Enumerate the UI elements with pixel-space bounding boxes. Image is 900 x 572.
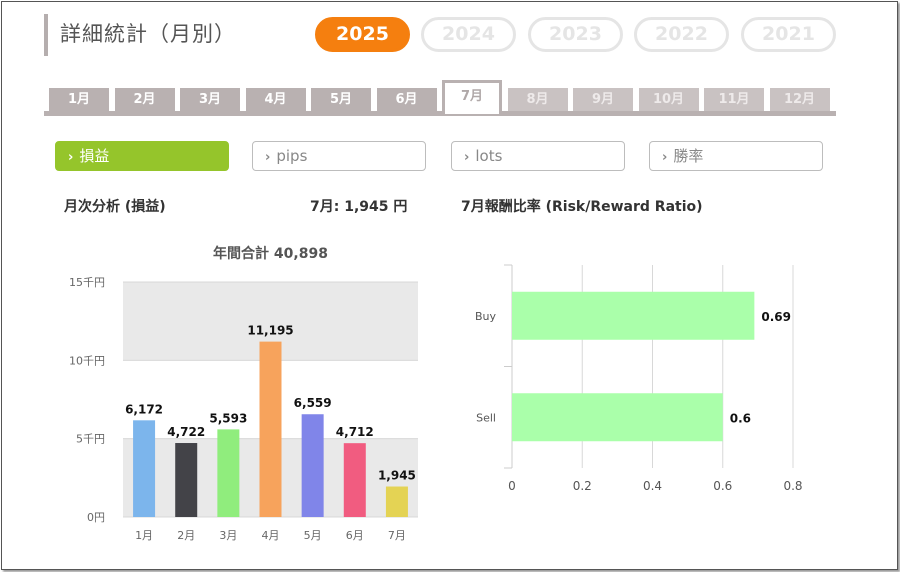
bar[interactable] [512, 393, 723, 442]
month-tab-baseline [44, 111, 836, 116]
bar-value-label: 6,559 [294, 396, 332, 410]
metric-button-pnl[interactable]: › 損益 [55, 141, 229, 171]
x-tick-label: 0.4 [643, 479, 662, 493]
y-tick-label: 10千円 [69, 354, 105, 367]
chevron-right-icon: › [265, 150, 271, 165]
month-tab-8[interactable]: 8月 [507, 88, 568, 111]
bar-value-label: 11,195 [247, 324, 293, 338]
year-tab-2024[interactable]: 2024 [421, 17, 516, 52]
y-tick-label: 0円 [87, 511, 105, 524]
month-tab-9[interactable]: 9月 [573, 88, 633, 111]
x-tick-label: 0.2 [573, 479, 592, 493]
bar[interactable] [301, 414, 324, 517]
month-tab-12[interactable]: 12月 [769, 88, 830, 111]
month-tab-1[interactable]: 1月 [49, 88, 109, 111]
bar-value-label: 4,712 [336, 425, 374, 439]
month-tab-11[interactable]: 11月 [704, 88, 764, 111]
metric-button-lots[interactable]: › lots [451, 141, 625, 171]
bar-value-label: 0.6 [730, 411, 751, 425]
bar-value-label: 6,172 [125, 402, 163, 416]
x-tick-label: 2月 [177, 529, 195, 542]
rr-ratio-heading: 7月報酬比率 (Risk/Reward Ratio) [461, 199, 703, 215]
year-tab-2021[interactable]: 2021 [741, 17, 836, 52]
page-title: 詳細統計（月別） [44, 14, 236, 56]
chevron-right-icon: › [68, 150, 74, 165]
x-tick-label: 0.8 [783, 479, 802, 493]
month-tab-5[interactable]: 5月 [311, 88, 371, 111]
x-tick-label: 1月 [135, 529, 153, 542]
metric-button-label: pips [276, 147, 308, 165]
bar-value-label: 5,593 [209, 411, 247, 425]
bar[interactable] [133, 420, 156, 517]
chevron-right-icon: › [662, 150, 668, 165]
month-tab-4[interactable]: 4月 [245, 88, 306, 111]
chevron-right-icon: › [464, 150, 470, 165]
y-category-label: Buy [475, 310, 497, 323]
x-tick-label: 7月 [388, 529, 406, 542]
month-tab-7[interactable]: 7月 [442, 80, 502, 114]
bar-value-label: 4,722 [167, 425, 205, 439]
month-tab-6[interactable]: 6月 [376, 88, 437, 111]
metric-button-label: 勝率 [673, 147, 704, 165]
monthly-analysis-heading: 月次分析 (損益) [64, 199, 166, 215]
x-tick-label: 5月 [304, 529, 322, 542]
year-tab-2022[interactable]: 2022 [634, 17, 729, 52]
x-tick-label: 0 [508, 479, 516, 493]
bar[interactable] [343, 443, 366, 517]
bar[interactable] [217, 429, 240, 517]
x-tick-label: 4月 [262, 529, 280, 542]
metric-button-label: 損益 [79, 147, 110, 165]
bar[interactable] [259, 341, 282, 517]
y-tick-label: 5千円 [76, 433, 105, 446]
metric-button-label: lots [475, 147, 503, 165]
chart-title: 年間合計 40,898 [213, 245, 328, 262]
monthly-pnl-chart: 年間合計 40,898 0円 5千円 10千円 15千円 6,172 1月 4,722 2月 5,… [69, 245, 418, 542]
y-category-label: Sell [476, 411, 496, 424]
x-tick-label: 0.6 [713, 479, 732, 493]
bar[interactable] [385, 486, 408, 517]
month-tab-10[interactable]: 10月 [638, 88, 699, 111]
bar[interactable] [512, 291, 755, 340]
bar-value-label: 0.69 [761, 310, 791, 324]
year-tab-2023[interactable]: 2023 [528, 17, 623, 52]
bar[interactable] [175, 443, 198, 517]
x-tick-label: 3月 [219, 529, 237, 542]
risk-reward-chart: 0 0.2 0.4 0.6 0.8 0.69 Buy 0.6 Sell [475, 264, 803, 493]
month-summary: 7月: 1,945 円 [310, 199, 408, 215]
metric-button-winrate[interactable]: › 勝率 [649, 141, 823, 171]
year-tab-2025[interactable]: 2025 [315, 17, 410, 52]
bar-value-label: 1,945 [378, 469, 416, 483]
y-tick-label: 15千円 [69, 276, 105, 289]
x-tick-label: 6月 [346, 529, 364, 542]
metric-button-pips[interactable]: › pips [252, 141, 426, 171]
month-tab-3[interactable]: 3月 [180, 88, 240, 111]
month-tab-2[interactable]: 2月 [114, 88, 175, 111]
